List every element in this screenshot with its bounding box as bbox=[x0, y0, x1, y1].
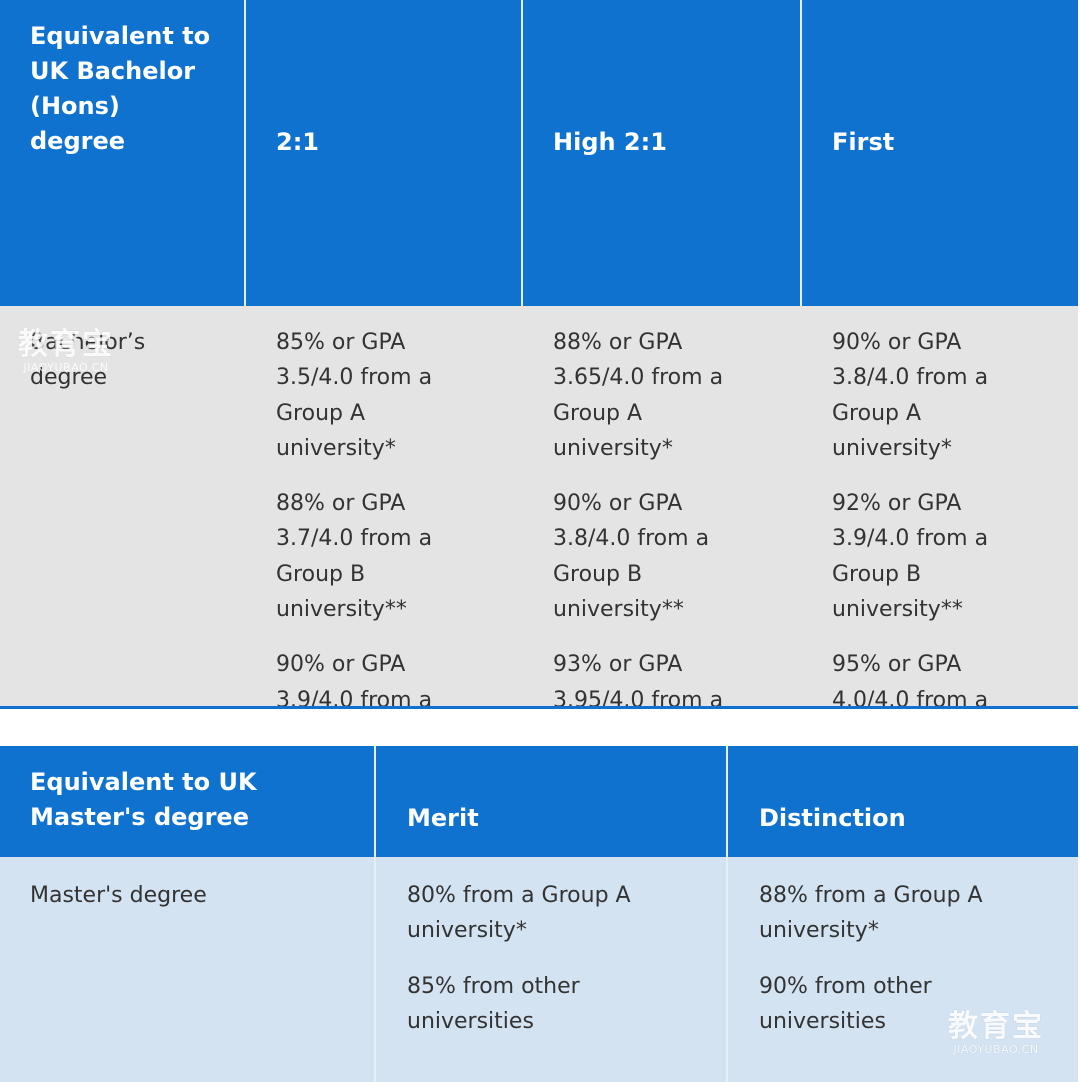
watermark-logo: 教育宝 JIAOYUBAO.CN bbox=[18, 328, 114, 374]
cell-paragraph: 88% from a Group A university* bbox=[759, 883, 983, 944]
header-2-1: 2:1 bbox=[244, 0, 522, 306]
header-high-2-1-text: High 2:1 bbox=[553, 128, 667, 156]
master-degree-row: Master's degree 80% from a Group A unive… bbox=[0, 857, 1078, 1082]
master-row-label: Master's degree bbox=[0, 857, 375, 1082]
cell-distinction: 88% from a Group A university* 90% from … bbox=[726, 857, 1078, 1082]
header-first-text: First bbox=[832, 128, 895, 156]
cell-paragraph: 85% or GPA 3.5/4.0 from a Group A univer… bbox=[276, 330, 433, 461]
watermark-text: 教育宝 bbox=[948, 1009, 1044, 1044]
cell-paragraph: 90% or GPA 3.8/4.0 from a Group B univer… bbox=[553, 491, 710, 623]
master-row-label-text: Master's degree bbox=[30, 883, 207, 908]
cell-paragraph: 88% or GPA 3.7/4.0 from a Group B univer… bbox=[276, 491, 433, 623]
watermark-logo: 教育宝 JIAOYUBAO.CN bbox=[948, 1010, 1044, 1056]
bachelor-header-row: Equivalent to UK Bachelor (Hons) degree … bbox=[0, 0, 1078, 306]
bachelor-row-label-text: Bachelor’s degree bbox=[30, 330, 146, 391]
master-header-title-text: Equivalent to UK Master's degree bbox=[30, 768, 257, 831]
cell-paragraph: 90% from other universities bbox=[759, 973, 932, 1034]
watermark-url: JIAOYUBAO.CN bbox=[23, 361, 109, 374]
header-merit-text: Merit bbox=[407, 804, 479, 832]
cell-paragraph: 92% or GPA 3.9/4.0 from a Group B univer… bbox=[832, 491, 989, 623]
watermark-text: 教育宝 bbox=[18, 327, 114, 362]
header-2-1-text: 2:1 bbox=[276, 128, 319, 156]
bachelor-header-title-text: Equivalent to UK Bachelor (Hons) degree bbox=[30, 22, 211, 155]
master-header-row: Equivalent to UK Master's degree Merit D… bbox=[0, 746, 1078, 857]
cell-paragraph: 80% from a Group A university* bbox=[407, 883, 631, 944]
table-separator bbox=[0, 706, 1078, 746]
header-distinction: Distinction bbox=[726, 746, 1078, 857]
cell-paragraph: 85% from other universities bbox=[407, 973, 580, 1034]
header-merit: Merit bbox=[374, 746, 727, 857]
cell-paragraph: 90% or GPA 3.8/4.0 from a Group A univer… bbox=[832, 330, 989, 461]
header-first: First bbox=[800, 0, 1078, 306]
master-equivalence-table: Equivalent to UK Master's degree Merit D… bbox=[0, 746, 1078, 1082]
master-header-title: Equivalent to UK Master's degree bbox=[0, 746, 375, 857]
cell-merit: 80% from a Group A university* 85% from … bbox=[374, 857, 727, 1082]
header-high-2-1: High 2:1 bbox=[521, 0, 801, 306]
watermark-url: JIAOYUBAO.CN bbox=[953, 1043, 1039, 1056]
cell-paragraph: 88% or GPA 3.65/4.0 from a Group A unive… bbox=[553, 330, 724, 461]
bachelor-header-title: Equivalent to UK Bachelor (Hons) degree bbox=[0, 0, 245, 306]
header-distinction-text: Distinction bbox=[759, 804, 906, 832]
